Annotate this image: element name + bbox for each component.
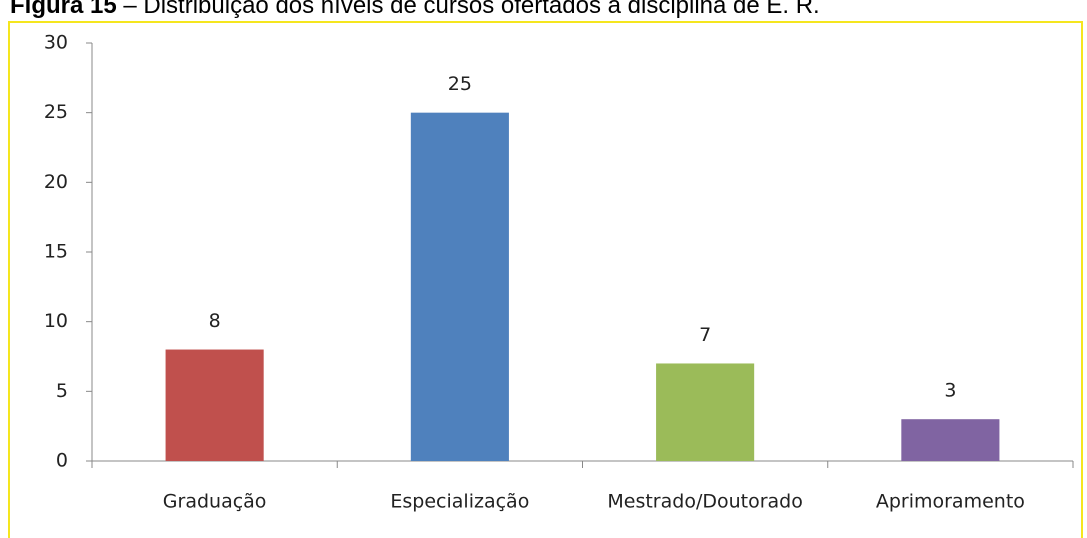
- y-tick-label: 20: [44, 171, 68, 193]
- data-label: 25: [448, 73, 472, 95]
- y-tick-label: 25: [44, 101, 68, 123]
- y-tick-label: 15: [44, 241, 68, 263]
- x-tick-label: Especialização: [390, 491, 529, 513]
- y-tick-label: 0: [56, 450, 68, 472]
- data-label: 8: [209, 310, 221, 332]
- y-tick-label: 30: [44, 32, 68, 54]
- y-tick-label: 5: [56, 380, 68, 402]
- chart-title: Figura 15 – Distribuição dos níveis de c…: [10, 0, 820, 19]
- bar: [656, 363, 755, 461]
- x-tick-label: Aprimoramento: [876, 491, 1025, 513]
- title-label: Figura 15: [10, 0, 117, 19]
- bar: [165, 349, 264, 461]
- x-tick-label: Graduação: [163, 491, 267, 513]
- x-tick-label: Mestrado/Doutorado: [607, 491, 802, 513]
- bar: [410, 112, 509, 462]
- data-label: 3: [944, 380, 956, 402]
- bar: [901, 419, 1000, 461]
- title-text: – Distribuição dos níveis de cursos ofer…: [123, 0, 819, 19]
- data-label: 7: [699, 324, 711, 346]
- y-tick-label: 10: [44, 310, 68, 332]
